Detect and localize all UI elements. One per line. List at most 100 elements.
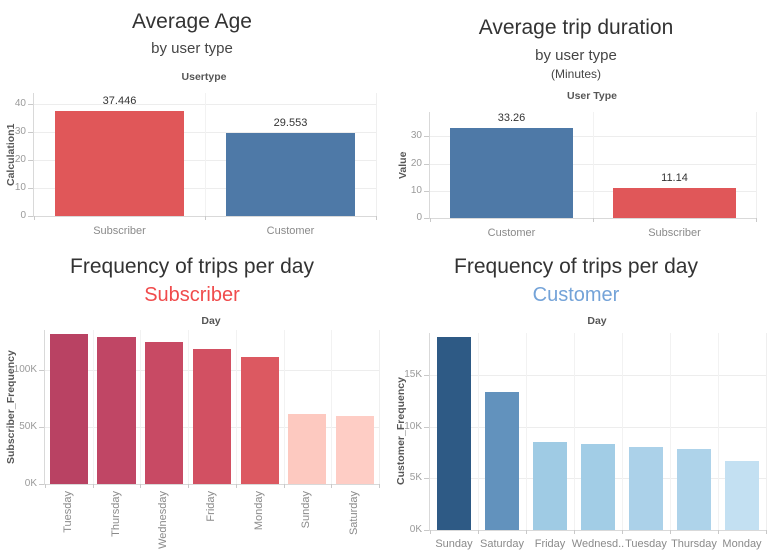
gridline: [430, 426, 766, 428]
y-tick-label: 5K: [409, 472, 422, 484]
column-divider: [284, 330, 285, 484]
column-divider: [478, 333, 479, 530]
y-tick-label: 10: [410, 184, 422, 196]
column-divider: [622, 333, 623, 530]
gridline: [430, 375, 766, 377]
x-tick-mark: [478, 530, 479, 534]
chart-subtitle: by user type: [535, 47, 617, 64]
y-tick-mark: [28, 104, 33, 106]
chart-title: Frequency of trips per day: [454, 255, 698, 278]
plot-area: 0 10 20 30 33.26 Customer 11.14 Subscriber: [411, 111, 757, 239]
x-tick-mark: [284, 484, 285, 488]
y-tick-label: 20: [410, 157, 422, 169]
y-tick-label: 15K: [404, 369, 422, 381]
bar-saturday[interactable]: [336, 415, 375, 484]
x-category-label: Saturday: [479, 538, 525, 550]
x-category-label: Friday: [205, 491, 217, 522]
chart-subtitle: Customer: [532, 284, 620, 306]
bar-wednesday[interactable]: [145, 341, 184, 484]
x-category-label: Thursday: [671, 538, 717, 550]
x-tick-mark: [45, 484, 46, 488]
y-tick-label: 100K: [13, 364, 37, 376]
x-category-label: Saturday: [348, 491, 361, 536]
chart-subtitle: by user type: [151, 40, 233, 57]
x-tick-mark: [718, 530, 719, 534]
y-tick-label: 40: [14, 98, 26, 110]
bar-wednesd[interactable]: [580, 444, 616, 530]
y-tick-label: 0: [416, 212, 422, 223]
bar-customer[interactable]: [449, 127, 574, 218]
bar-value-label: 33.26: [497, 111, 526, 124]
x-category-label: Sunday: [300, 491, 313, 529]
bar-monday[interactable]: [240, 356, 279, 484]
x-category-label: Friday: [534, 538, 566, 550]
y-tick-label: 10: [14, 182, 26, 194]
x-category-label: Subscriber: [648, 227, 701, 239]
chart-average-age: Average Age by user type Usertype Calcul…: [0, 0, 384, 240]
y-tick-label: 50K: [19, 421, 37, 433]
unit-note: (Minutes): [550, 67, 601, 81]
y-tick-mark: [424, 163, 429, 165]
x-category-label: Wednesd..: [571, 538, 625, 550]
column-divider: [593, 112, 594, 218]
y-tick-mark: [39, 370, 44, 372]
y-tick-label: 0: [20, 210, 26, 221]
column-axis-title: Usertype: [181, 71, 227, 83]
y-tick-label: 10K: [404, 420, 422, 432]
column-divider: [205, 93, 206, 216]
x-category-label: Tuesday: [61, 491, 74, 533]
y-tick-mark: [424, 218, 429, 219]
y-tick-mark: [424, 426, 429, 428]
column-divider: [236, 330, 237, 484]
bar-tuesday[interactable]: [49, 333, 88, 484]
y-tick-mark: [424, 530, 429, 531]
x-category-label: Sunday: [435, 538, 473, 550]
x-tick-mark: [205, 216, 206, 220]
x-tick-mark: [526, 530, 527, 534]
x-category-label: Subscriber: [93, 225, 146, 237]
y-tick-label: 0K: [24, 478, 37, 489]
column-axis-title: Day: [201, 315, 221, 327]
y-tick-label: 30: [410, 130, 422, 142]
x-category-label: Thursday: [109, 491, 122, 537]
y-tick-label: 0K: [409, 524, 422, 535]
column-divider: [188, 330, 189, 484]
chart-subtitle: Subscriber: [144, 284, 240, 306]
y-tick-mark: [424, 190, 429, 192]
plot-area: 0K 50K 100K Tuesday Thursday Wednesday Friday M…: [14, 330, 380, 549]
bar-value-label: 29.553: [273, 117, 308, 130]
bar-sunday[interactable]: [436, 337, 472, 530]
bar-thursday[interactable]: [676, 448, 712, 530]
y-tick-label: 20: [14, 154, 26, 166]
column-axis-title: User Type: [567, 90, 617, 102]
bar-friday[interactable]: [532, 442, 568, 530]
bar-value-label: 37.446: [102, 95, 137, 108]
bar-thursday[interactable]: [97, 337, 136, 484]
bar-monday[interactable]: [724, 460, 760, 530]
y-tick-mark: [424, 136, 429, 138]
y-tick-label: 30: [14, 126, 26, 138]
x-tick-mark: [93, 484, 94, 488]
x-category-label: Customer: [266, 225, 315, 237]
bar-tuesday[interactable]: [628, 447, 664, 530]
x-tick-mark: [430, 530, 431, 534]
x-tick-mark: [236, 484, 237, 488]
bar-friday[interactable]: [192, 348, 232, 484]
x-category-label: Tuesday: [625, 538, 667, 550]
x-tick-mark: [670, 530, 671, 534]
y-tick-mark: [39, 484, 44, 485]
y-tick-mark: [28, 216, 33, 217]
plot-area: 0 10 20 30 40 37.446 Subscriber 29.553 Customer: [15, 93, 377, 237]
y-tick-mark: [424, 375, 429, 377]
bar-sunday[interactable]: [288, 413, 327, 484]
bar-subscriber[interactable]: [54, 111, 185, 216]
y-axis-title: Subscriber_Frequency: [5, 350, 17, 464]
bar-saturday[interactable]: [484, 391, 520, 530]
x-tick-mark: [622, 530, 623, 534]
bar-subscriber[interactable]: [612, 187, 737, 218]
x-tick-mark: [376, 216, 377, 220]
bar-customer[interactable]: [225, 133, 356, 216]
x-tick-mark: [34, 216, 35, 220]
y-tick-mark: [39, 427, 44, 429]
